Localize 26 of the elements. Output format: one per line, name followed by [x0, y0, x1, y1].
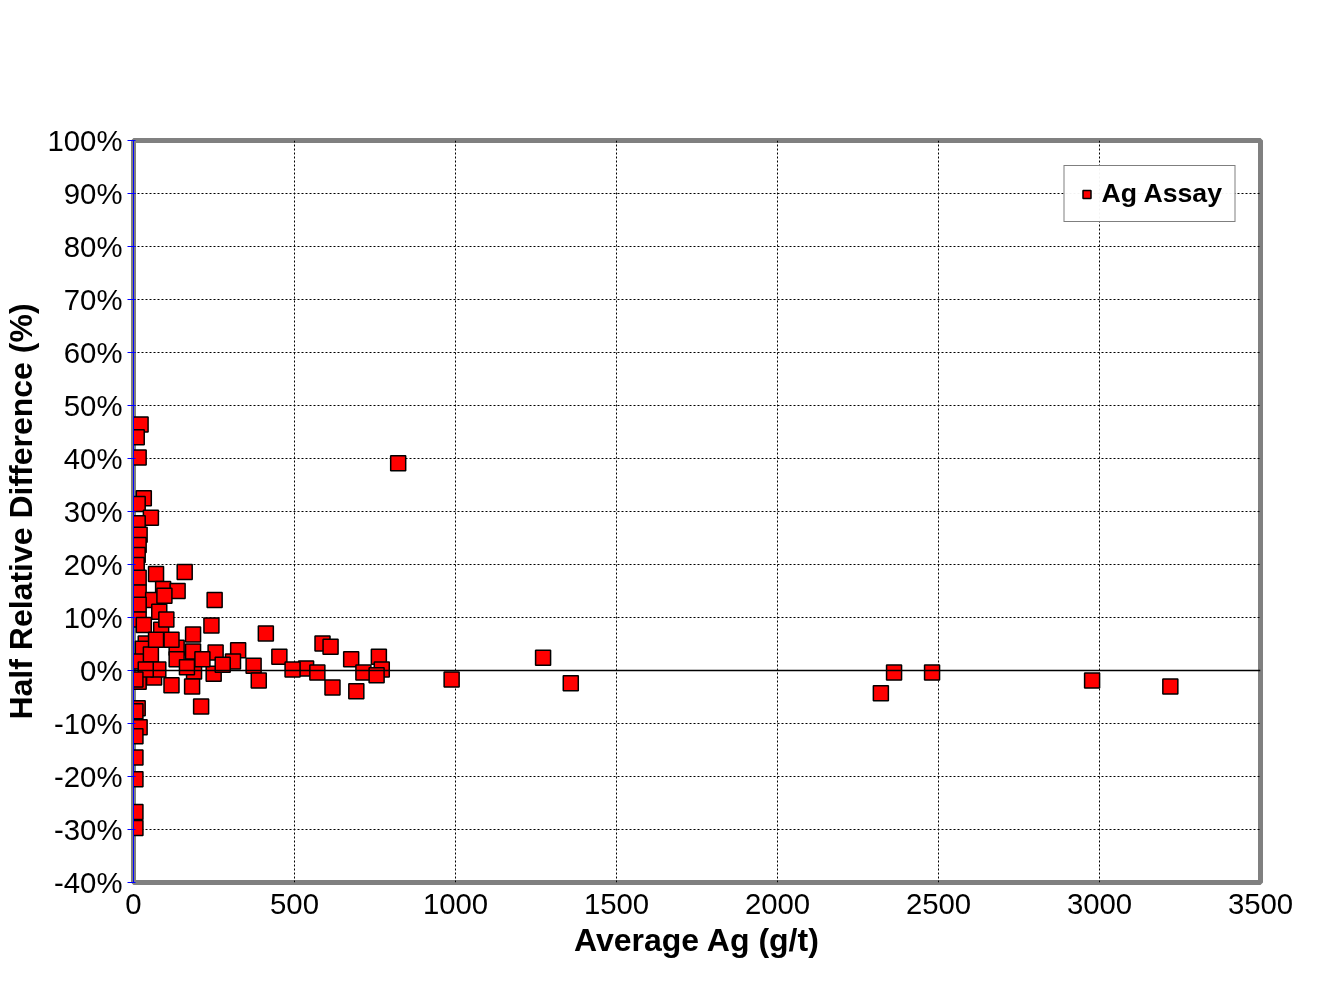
- y-tick-label: -40%: [54, 866, 123, 899]
- y-tick-label: 40%: [63, 442, 123, 475]
- y-tick-label: 10%: [63, 601, 123, 634]
- legend-label: Ag Assay: [1101, 178, 1222, 209]
- y-tick-label: 60%: [63, 336, 123, 369]
- x-tick-label: 1000: [422, 886, 489, 920]
- y-tick-label: -20%: [54, 760, 123, 793]
- x-tick-label: 2500: [905, 886, 972, 920]
- y-tick-label: 0%: [80, 654, 123, 687]
- y-tick-label: 30%: [63, 495, 123, 528]
- y-tick-label: 80%: [63, 230, 123, 263]
- x-tick-label: 2000: [744, 886, 811, 920]
- x-tick-label: 500: [270, 886, 319, 920]
- y-tick-label: -30%: [54, 813, 123, 846]
- y-tick-label: 70%: [63, 283, 123, 316]
- x-axis-title: Average Ag (g/t): [574, 921, 819, 958]
- x-tick-label: 3500: [1227, 886, 1294, 920]
- x-tick-label: 1500: [583, 886, 650, 920]
- y-tick-label: -10%: [54, 707, 123, 740]
- x-tick-label: 3000: [1066, 886, 1133, 920]
- y-tick-label: 20%: [63, 548, 123, 581]
- y-tick-label: 90%: [63, 177, 123, 210]
- x-tick-label: 0: [125, 886, 142, 920]
- y-tick-label: 100%: [47, 124, 123, 157]
- y-tick-label: 50%: [63, 389, 123, 422]
- y-axis-title: Half Relative Difference (%): [3, 303, 40, 720]
